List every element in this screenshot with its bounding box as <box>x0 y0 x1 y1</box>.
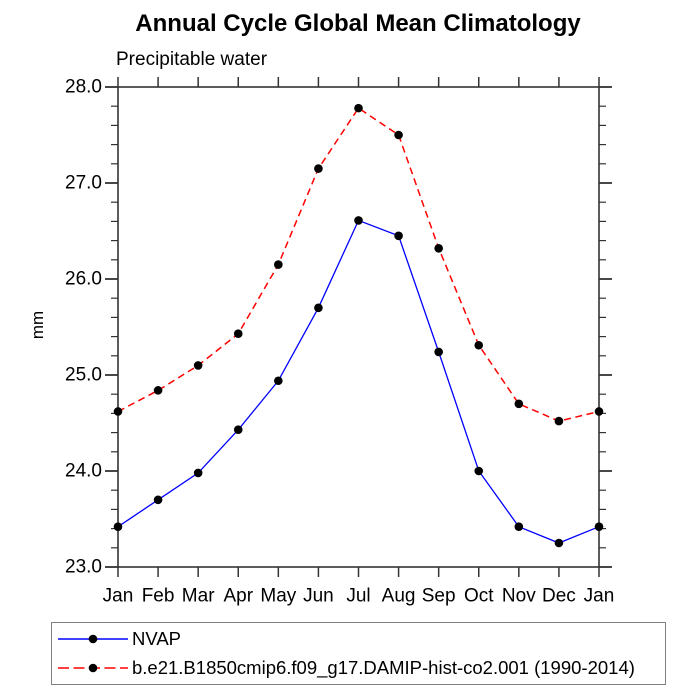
data-point-marker <box>474 340 484 350</box>
legend-marker-icon <box>88 663 98 673</box>
y-tick-label: 27.0 <box>65 173 102 194</box>
x-tick-label: Apr <box>223 586 253 607</box>
legend-label-nvap: NVAP <box>132 628 182 649</box>
data-point-marker <box>474 466 484 476</box>
data-point-marker <box>554 538 564 548</box>
axis-frame <box>117 86 600 568</box>
y-tick-label: 24.0 <box>65 461 102 482</box>
data-point-marker <box>153 386 163 395</box>
legend-line-sample-solid <box>58 634 128 644</box>
data-point-marker <box>354 216 363 225</box>
x-tick-label: Oct <box>464 586 494 607</box>
y-tick-label: 26.0 <box>65 269 102 290</box>
y-tick-label: 23.0 <box>65 557 102 578</box>
series-line-1 <box>117 107 600 422</box>
legend-marker-icon <box>88 634 98 644</box>
data-point-marker <box>514 399 524 409</box>
legend-label-model: b.e21.B1850cmip6.f09_g17.DAMIP-hist-co2.… <box>132 657 635 678</box>
data-point-marker <box>394 231 403 241</box>
data-point-marker <box>193 361 203 370</box>
x-tick-label: Nov <box>502 586 536 607</box>
x-tick-label: Sep <box>422 586 456 607</box>
x-tick-label: Jan <box>103 586 134 607</box>
data-point-marker <box>274 376 283 386</box>
data-point-marker <box>233 425 243 435</box>
chart-canvas: 23.0 24.0 25.0 26.0 27.0 28.0 Jan Feb Mar Apr May J… <box>65 77 615 607</box>
legend: NVAP b.e21.B1850cmip6.f09_g17.DAMIP-hist… <box>51 622 666 685</box>
data-point-marker <box>354 103 363 113</box>
x-tick-label: Jan <box>584 586 615 607</box>
data-point-marker <box>233 329 243 339</box>
y-tick-label: 25.0 <box>65 365 102 386</box>
legend-item-nvap: NVAP <box>56 625 665 654</box>
data-point-marker <box>274 260 283 269</box>
y-tick-label: 28.0 <box>65 77 102 98</box>
data-point-marker <box>314 303 323 313</box>
chart-title: Annual Cycle Global Mean Climatology <box>135 10 581 37</box>
x-tick-label: Jun <box>303 586 334 607</box>
data-point-marker <box>314 164 323 173</box>
data-point-marker <box>554 416 564 426</box>
data-point-marker <box>434 347 443 357</box>
legend-item-model: b.e21.B1850cmip6.f09_g17.DAMIP-hist-co2.… <box>56 654 665 683</box>
data-point-marker <box>394 130 403 140</box>
data-point-marker <box>594 407 604 416</box>
data-point-marker <box>153 495 163 505</box>
series-line-0 <box>117 219 600 544</box>
chart-subtitle: Precipitable water <box>116 49 268 70</box>
data-point-marker <box>514 522 524 531</box>
data-point-marker <box>434 243 443 253</box>
data-point-marker <box>193 468 203 478</box>
x-tick-label: Feb <box>142 586 175 607</box>
legend-line-sample-dashed <box>58 663 128 673</box>
data-point-marker <box>594 522 604 531</box>
x-tick-label: Jul <box>346 586 370 607</box>
x-tick-label: Aug <box>382 586 416 607</box>
data-point-marker <box>113 522 123 531</box>
x-tick-label: Dec <box>542 586 576 607</box>
data-point-marker <box>113 407 123 416</box>
x-tick-label: Mar <box>182 586 215 607</box>
x-tick-label: May <box>260 586 296 607</box>
